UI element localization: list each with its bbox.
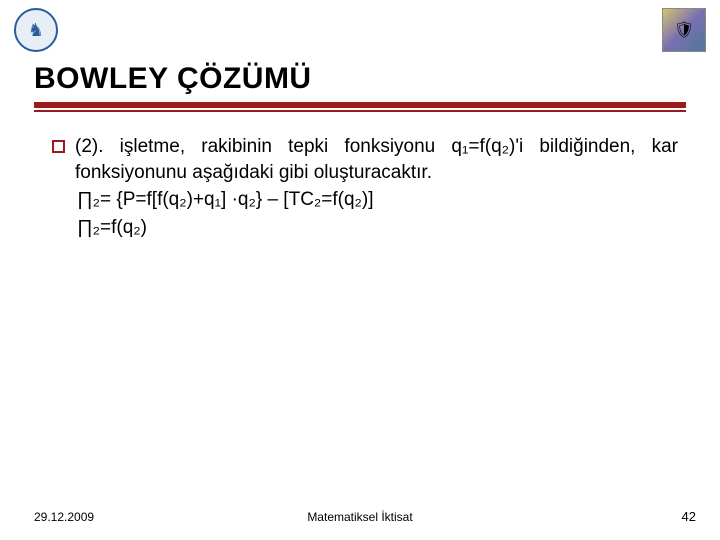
paragraph-text: (2). işletme, rakibinin tepki fonksiyonu…: [75, 134, 678, 185]
title-underline-thick: [34, 102, 686, 108]
title-underline-thin: [34, 110, 686, 112]
footer-title: Matematiksel İktisat: [307, 510, 412, 524]
bullet-item: (2). işletme, rakibinin tepki fonksiyonu…: [52, 134, 678, 185]
footer-date: 29.12.2009: [34, 510, 94, 524]
slide-title: BOWLEY ÇÖZÜMÜ: [34, 62, 686, 96]
logo-right: 🛡: [662, 8, 706, 52]
formula-line-1: ∏₂= {P=f[f(q₂)+q₁] ·q₂} – [TC₂=f(q₂)]: [77, 187, 678, 213]
bullet-square-icon: [52, 140, 65, 153]
page-number: 42: [682, 509, 696, 524]
title-block: BOWLEY ÇÖZÜMÜ: [34, 62, 686, 112]
content-area: (2). işletme, rakibinin tepki fonksiyonu…: [52, 134, 678, 241]
logo-left-symbol: ♞: [28, 20, 44, 41]
logo-left: ♞: [14, 8, 58, 52]
formula-line-2: ∏₂=f(q₂): [77, 215, 678, 241]
logo-right-symbol: 🛡: [674, 20, 694, 40]
footer: 29.12.2009 Matematiksel İktisat 42: [0, 509, 720, 524]
